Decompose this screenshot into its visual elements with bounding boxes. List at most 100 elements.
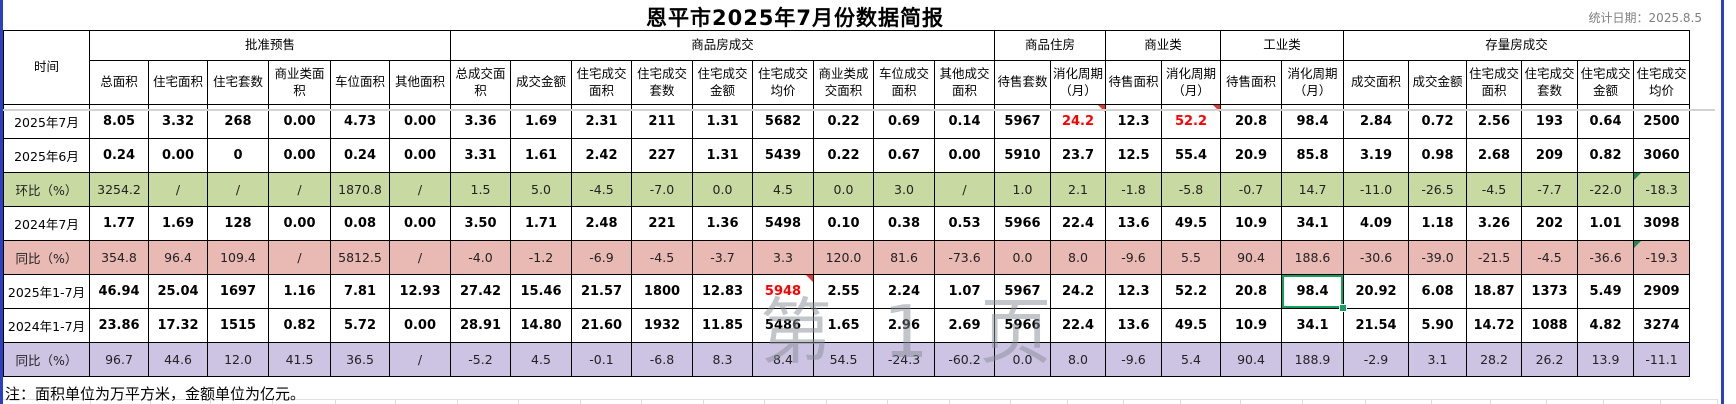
- table-cell[interactable]: /: [268, 172, 331, 207]
- table-cell[interactable]: 8.0: [1050, 240, 1106, 275]
- table-cell[interactable]: 1.31: [692, 138, 753, 173]
- table-cell[interactable]: -4.5: [1466, 172, 1522, 207]
- table-cell[interactable]: -0.1: [571, 342, 632, 377]
- table-cell[interactable]: -6.9: [571, 240, 632, 275]
- table-cell[interactable]: -4.5: [1521, 240, 1578, 275]
- table-cell[interactable]: 4.5: [752, 172, 814, 207]
- table-cell[interactable]: 0.67: [873, 138, 935, 173]
- row-header[interactable]: 环比（%）: [3, 172, 90, 207]
- table-cell[interactable]: 1.65: [813, 308, 874, 343]
- column-header[interactable]: 住宅面积: [148, 60, 208, 105]
- table-cell[interactable]: 54.5: [813, 342, 874, 377]
- table-cell[interactable]: 3.19: [1343, 138, 1409, 173]
- table-cell[interactable]: 36.5: [330, 342, 390, 377]
- table-cell[interactable]: -21.5: [1466, 240, 1522, 275]
- table-cell[interactable]: 4.5: [510, 342, 572, 377]
- table-cell[interactable]: 17.32: [148, 308, 208, 343]
- table-cell[interactable]: -5.8: [1161, 172, 1221, 207]
- column-header[interactable]: 住宅套数: [207, 60, 269, 105]
- table-cell[interactable]: -36.6: [1577, 240, 1634, 275]
- table-cell[interactable]: 2.96: [873, 308, 935, 343]
- table-cell[interactable]: 128: [207, 206, 269, 241]
- table-cell[interactable]: 6.08: [1408, 274, 1467, 309]
- group-header-0[interactable]: 批准预售: [89, 30, 451, 61]
- table-cell[interactable]: 25.04: [148, 274, 208, 309]
- table-cell[interactable]: -0.7: [1220, 172, 1282, 207]
- table-cell[interactable]: 0.24: [330, 138, 390, 173]
- column-header[interactable]: 车位成交面积: [873, 60, 935, 105]
- column-header[interactable]: 其他面积: [389, 60, 451, 105]
- table-cell[interactable]: 2.1: [1050, 172, 1106, 207]
- table-cell[interactable]: 5966: [994, 206, 1051, 241]
- table-cell[interactable]: 3.31: [450, 138, 511, 173]
- table-cell[interactable]: /: [389, 240, 451, 275]
- table-cell[interactable]: 12.83: [692, 274, 753, 309]
- row-header[interactable]: 同比（%）: [3, 342, 90, 377]
- table-cell[interactable]: 81.6: [873, 240, 935, 275]
- column-header[interactable]: 待售套数: [994, 60, 1051, 105]
- table-cell[interactable]: 0.38: [873, 206, 935, 241]
- table-cell[interactable]: 2.24: [873, 274, 935, 309]
- table-cell[interactable]: 0: [207, 138, 269, 173]
- table-cell[interactable]: 12.93: [389, 274, 451, 309]
- table-cell[interactable]: 1.18: [1408, 206, 1467, 241]
- table-cell[interactable]: 24.2: [1050, 274, 1106, 309]
- table-cell[interactable]: 90.4: [1220, 342, 1282, 377]
- table-cell[interactable]: 1.36: [692, 206, 753, 241]
- table-cell[interactable]: -11.1: [1633, 342, 1690, 377]
- table-cell[interactable]: 4.82: [1577, 308, 1634, 343]
- column-header[interactable]: 待售面积: [1220, 60, 1282, 105]
- table-cell[interactable]: 5.5: [1161, 240, 1221, 275]
- table-cell[interactable]: -3.7: [692, 240, 753, 275]
- table-cell[interactable]: 90.4: [1220, 240, 1282, 275]
- table-cell[interactable]: 3274: [1633, 308, 1690, 343]
- table-cell[interactable]: 5498: [752, 206, 814, 241]
- table-cell[interactable]: 188.6: [1281, 240, 1344, 275]
- table-cell[interactable]: 13.6: [1105, 308, 1162, 343]
- table-cell[interactable]: -4.5: [631, 240, 693, 275]
- table-cell[interactable]: /: [389, 172, 451, 207]
- table-cell[interactable]: 13.6: [1105, 206, 1162, 241]
- table-cell[interactable]: /: [148, 172, 208, 207]
- table-cell[interactable]: 2.55: [813, 274, 874, 309]
- table-cell[interactable]: 2.68: [1466, 138, 1522, 173]
- column-header[interactable]: 住宅成交金额: [1577, 60, 1634, 105]
- table-cell[interactable]: 5.90: [1408, 308, 1467, 343]
- table-cell[interactable]: 2.42: [571, 138, 632, 173]
- column-header[interactable]: 商业类面积: [268, 60, 331, 105]
- table-cell[interactable]: 2.48: [571, 206, 632, 241]
- column-header[interactable]: 住宅成交面积: [1466, 60, 1522, 105]
- table-cell[interactable]: 209: [1521, 138, 1578, 173]
- table-cell[interactable]: 5439: [752, 138, 814, 173]
- table-cell[interactable]: 34.1: [1281, 308, 1344, 343]
- table-cell[interactable]: 44.6: [148, 342, 208, 377]
- table-cell[interactable]: 5966: [994, 308, 1051, 343]
- table-cell[interactable]: 354.8: [89, 240, 149, 275]
- table-cell[interactable]: /: [934, 172, 995, 207]
- table-cell[interactable]: 3.0: [873, 172, 935, 207]
- table-cell[interactable]: 1800: [631, 274, 693, 309]
- table-cell[interactable]: 41.5: [268, 342, 331, 377]
- table-cell[interactable]: 0.53: [934, 206, 995, 241]
- table-cell[interactable]: 5.72: [330, 308, 390, 343]
- column-header[interactable]: 车位面积: [330, 60, 390, 105]
- table-cell[interactable]: 20.9: [1220, 138, 1282, 173]
- table-cell[interactable]: 1.0: [994, 172, 1051, 207]
- table-cell[interactable]: 1.71: [510, 206, 572, 241]
- table-cell[interactable]: 12.0: [207, 342, 269, 377]
- row-header[interactable]: 2025年6月: [3, 138, 90, 173]
- table-cell[interactable]: 0.0: [692, 172, 753, 207]
- table-cell[interactable]: 1.07: [934, 274, 995, 309]
- group-header-5[interactable]: 存量房成交: [1343, 30, 1690, 61]
- table-cell[interactable]: -1.8: [1105, 172, 1162, 207]
- table-cell[interactable]: 52.2: [1161, 274, 1221, 309]
- time-column-header[interactable]: 时间: [3, 30, 90, 105]
- table-cell[interactable]: 18.87: [1466, 274, 1522, 309]
- table-cell[interactable]: 1932: [631, 308, 693, 343]
- table-cell[interactable]: 0.10: [813, 206, 874, 241]
- table-cell[interactable]: 1.5: [450, 172, 511, 207]
- table-cell[interactable]: -39.0: [1408, 240, 1467, 275]
- table-cell[interactable]: 20.92: [1343, 274, 1409, 309]
- table-cell[interactable]: -7.7: [1521, 172, 1578, 207]
- table-cell[interactable]: 14.80: [510, 308, 572, 343]
